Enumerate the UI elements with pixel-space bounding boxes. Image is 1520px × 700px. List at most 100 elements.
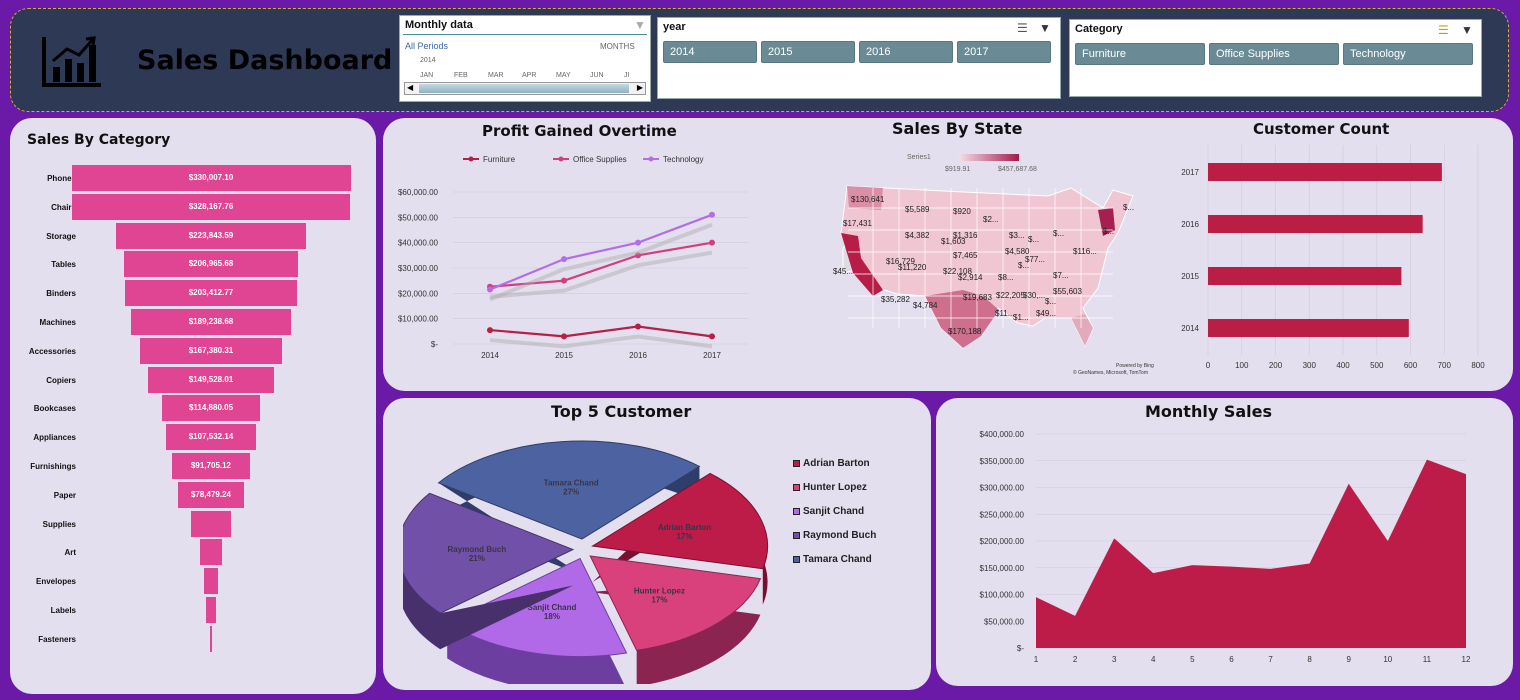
category-button-furniture[interactable]: Furniture — [1075, 43, 1205, 65]
top-charts-panel: Profit Gained Overtime Furniture Office S… — [383, 118, 1513, 391]
year-button-2014[interactable]: 2014 — [663, 41, 757, 63]
category-button-office-supplies[interactable]: Office Supplies — [1209, 43, 1339, 65]
category-button-technology[interactable]: Technology — [1343, 43, 1473, 65]
y-tick-label: $20,000.00 — [398, 289, 439, 298]
data-point — [561, 256, 567, 263]
top5-customer-panel: Top 5 Customer Tamara Chand 27% Adrian Bar… — [383, 398, 931, 690]
timeline-month-mar[interactable]: MAR — [488, 72, 504, 79]
pie-slice-name: Raymond Buch — [448, 545, 507, 554]
state-value-label: $4,382 — [905, 231, 930, 240]
timeline-month-jan[interactable]: JAN — [420, 72, 434, 79]
series-line — [489, 241, 713, 288]
multi-select-icon[interactable]: ☰ — [1438, 23, 1449, 37]
y-tick-label: 2016 — [1181, 220, 1199, 229]
data-point — [561, 333, 567, 340]
state-value-label: $3... — [1009, 231, 1025, 240]
customer-count-bar — [1208, 267, 1402, 285]
legend-item: Raymond Buch — [793, 530, 876, 541]
category-bar — [199, 539, 223, 566]
y-tick-label: $300,000.00 — [980, 484, 1025, 493]
months-dropdown[interactable]: MONTHS — [600, 42, 635, 51]
state-value-label: $... — [1053, 229, 1064, 238]
state-value-label: $130,641 — [851, 195, 885, 204]
clear-filter-icon[interactable]: ▼ — [1039, 21, 1051, 35]
y-tick-label: $350,000.00 — [980, 457, 1025, 466]
category-label: Fasteners — [38, 634, 76, 644]
timeline-month-apr[interactable]: APR — [522, 72, 537, 79]
x-tick-label: 500 — [1370, 361, 1384, 370]
y-tick-label: $250,000.00 — [980, 510, 1025, 519]
category-label: Paper — [53, 490, 76, 500]
y-tick-label: $40,000.00 — [398, 239, 439, 248]
multi-select-icon[interactable]: ☰ — [1017, 21, 1028, 35]
legend-item: Sanjit Chand — [793, 506, 864, 517]
timeline-month-may[interactable]: MAY — [556, 72, 571, 79]
category-label: Appliances — [33, 433, 76, 443]
pie-slice-name: Adrian Barton — [658, 523, 711, 532]
legend-label: Hunter Lopez — [803, 482, 867, 493]
x-tick-label: 200 — [1269, 361, 1283, 370]
data-point — [635, 239, 641, 246]
new-york-shape — [1098, 208, 1115, 236]
x-tick-label: 9 — [1347, 655, 1352, 664]
timeline-month-ji[interactable]: JI — [624, 72, 630, 79]
y-tick-label: $10,000.00 — [398, 315, 439, 324]
monthly-sales-area-chart: $400,000.00 $350,000.00 $300,000.00 $250,00… — [980, 430, 1471, 664]
pie-slice-name: Hunter Lopez — [634, 586, 685, 595]
category-bar: $91,705.12 — [172, 453, 250, 479]
data-point — [487, 286, 493, 293]
timeline-scrollbar[interactable]: ◀ ▶ — [404, 82, 646, 95]
category-label: Bookcases — [33, 404, 76, 414]
sales-by-category-panel: Sales By Category Phones $330,007.10 Chair… — [10, 118, 376, 694]
state-value-label: $11,220 — [898, 263, 927, 272]
state-value-label: $35,282 — [881, 295, 910, 304]
y-tick-label: $150,000.00 — [980, 564, 1025, 573]
scroll-right-icon[interactable]: ▶ — [636, 83, 643, 92]
x-tick-label: 800 — [1471, 361, 1485, 370]
monthly-timeline-slicer[interactable]: Monthly data ▼ All Periods MONTHS 2014 J… — [399, 15, 651, 102]
category-label: Accessories — [28, 346, 76, 356]
state-value-label: $2,914 — [958, 273, 983, 282]
map-legend-gradient — [959, 154, 1019, 161]
scroll-left-icon[interactable]: ◀ — [407, 83, 414, 92]
all-periods-label[interactable]: All Periods — [405, 41, 449, 51]
texas-shape — [925, 290, 999, 348]
state-value-label: $22,108 — [943, 267, 972, 276]
category-bar: $149,528.01 — [147, 366, 275, 393]
pie-slice-percent: 27% — [563, 487, 579, 496]
state-value-label: $2... — [983, 215, 999, 224]
clear-filter-icon[interactable]: ▼ — [634, 18, 646, 32]
y-tick-label: $100,000.00 — [980, 591, 1025, 600]
state-value-label: $22,205 — [996, 291, 1025, 300]
year-button-2017[interactable]: 2017 — [957, 41, 1051, 63]
x-tick-label: 100 — [1235, 361, 1249, 370]
y-tick-label: $200,000.00 — [980, 537, 1025, 546]
state-value-label: $55,603 — [1053, 287, 1082, 296]
x-tick-label: 8 — [1307, 655, 1312, 664]
x-tick-label: 12 — [1462, 655, 1471, 664]
state-value-label: $16,729 — [886, 257, 915, 266]
y-tick-label: 2014 — [1181, 324, 1199, 333]
year-button-2015[interactable]: 2015 — [761, 41, 855, 63]
x-tick-label: 5 — [1190, 655, 1195, 664]
category-label: Tables — [51, 260, 76, 270]
clear-filter-icon[interactable]: ▼ — [1461, 23, 1473, 37]
state-value-label: $19,683 — [963, 293, 992, 302]
timeline-month-feb[interactable]: FEB — [454, 72, 468, 79]
category-slicer: Category ☰ ▼ Furniture Office Supplies Tec… — [1069, 19, 1482, 97]
legend-label: Sanjit Chand — [803, 506, 865, 517]
y-tick-label: $- — [1017, 644, 1024, 653]
timeline-month-jun[interactable]: JUN — [590, 72, 604, 79]
monthly-sales-area — [1036, 459, 1466, 648]
page-title: Sales Dashboard — [137, 45, 393, 76]
year-button-2016[interactable]: 2016 — [859, 41, 953, 63]
state-value-label: $1,603 — [941, 237, 966, 246]
x-tick-label: 6 — [1229, 655, 1234, 664]
category-label: Machines — [39, 318, 76, 327]
pie-slice-percent: 21% — [469, 554, 485, 563]
customer-count-title: Customer Count — [1253, 120, 1390, 138]
y-tick-label: $50,000.00 — [398, 213, 439, 222]
x-tick-label: 1 — [1034, 655, 1039, 664]
category-bar: $114,880.05 — [162, 395, 260, 422]
category-bar: $107,532.14 — [165, 424, 257, 451]
